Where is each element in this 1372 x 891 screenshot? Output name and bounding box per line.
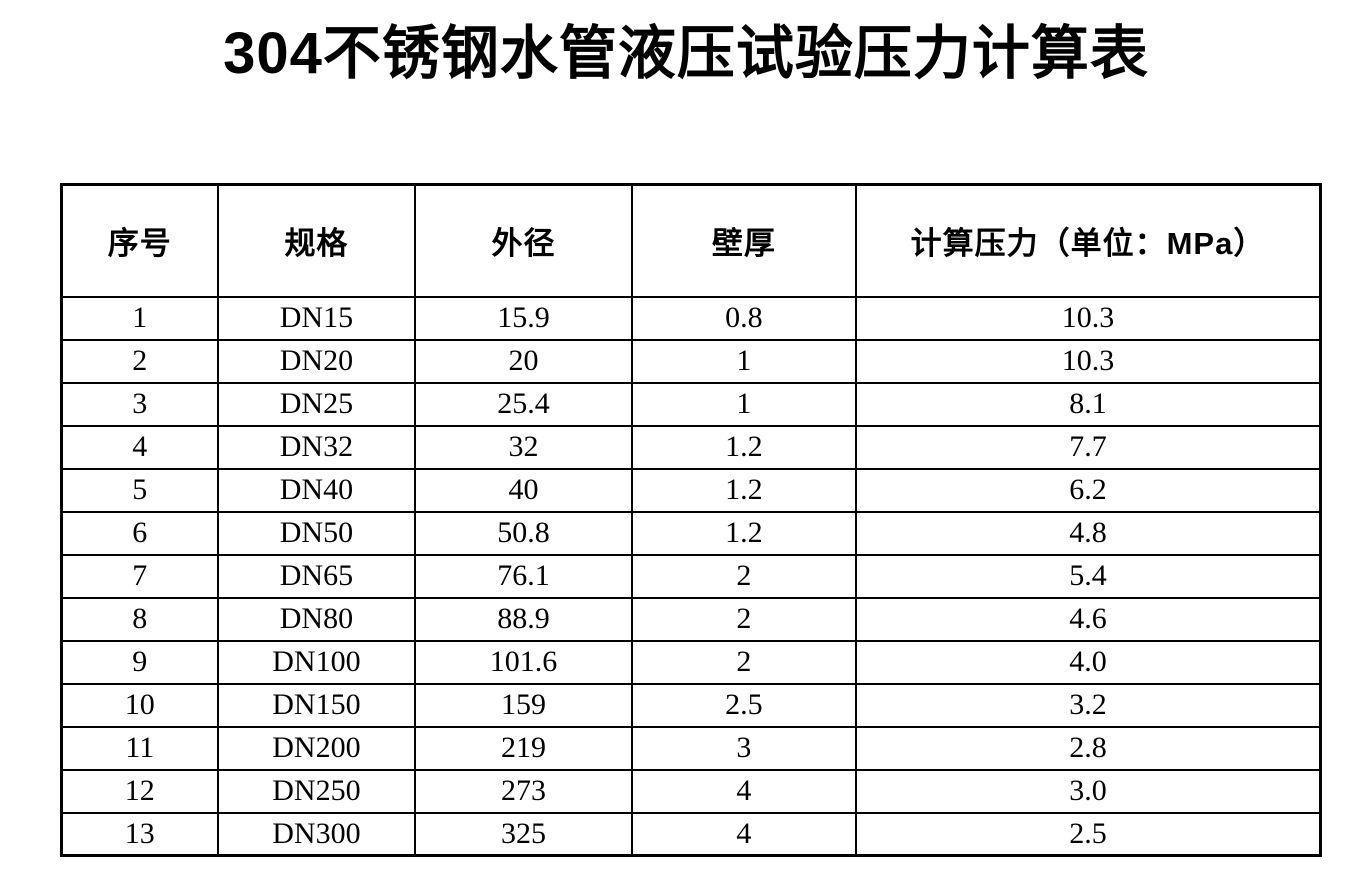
table-cell: DN80: [216, 596, 417, 642]
table-cell: DN65: [216, 553, 417, 599]
table-row: 7 DN65 76.1 2 5.4: [60, 553, 1322, 599]
table-cell: 15.9: [414, 295, 633, 341]
table-row: 11 DN200 219 3 2.8: [60, 725, 1322, 771]
table-cell: 159: [414, 682, 633, 728]
table-cell: 11: [60, 725, 219, 771]
table-cell: 3.2: [854, 682, 1322, 728]
table-cell: 25.4: [414, 381, 633, 427]
table-cell: 12: [60, 768, 219, 814]
column-header-0: 序号: [60, 183, 219, 298]
table-cell: 4.0: [854, 639, 1322, 685]
table-cell: 1.2: [630, 510, 857, 556]
table-row: 9 DN100 101.6 2 4.0: [60, 639, 1322, 685]
table-cell: 7.7: [854, 424, 1322, 470]
table-cell: DN100: [216, 639, 417, 685]
table-cell: 10.3: [854, 295, 1322, 341]
table-cell: 2: [60, 338, 219, 384]
column-header-3: 壁厚: [630, 183, 857, 298]
table-cell: 76.1: [414, 553, 633, 599]
table-cell: 2.5: [854, 811, 1322, 857]
table-cell: 101.6: [414, 639, 633, 685]
table-row: 12 DN250 273 4 3.0: [60, 768, 1322, 814]
table-cell: 9: [60, 639, 219, 685]
table-cell: DN300: [216, 811, 417, 857]
column-header-1: 规格: [216, 183, 417, 298]
table-cell: 1: [630, 381, 857, 427]
table-cell: DN250: [216, 768, 417, 814]
table-cell: 1: [630, 338, 857, 384]
table-cell: DN150: [216, 682, 417, 728]
table-cell: 2.5: [630, 682, 857, 728]
table-cell: 1.2: [630, 467, 857, 513]
table-row: 6 DN50 50.8 1.2 4.8: [60, 510, 1322, 556]
table-body: 1 DN15 15.9 0.8 10.3 2 DN20 20 1 10.3 3 DN25 25.4 1 8.…: [60, 295, 1322, 857]
table-cell: 4.8: [854, 510, 1322, 556]
table-row: 13 DN300 325 4 2.5: [60, 811, 1322, 857]
table-cell: 7: [60, 553, 219, 599]
table-cell: 13: [60, 811, 219, 857]
table-row: 10 DN150 159 2.5 3.2: [60, 682, 1322, 728]
table-cell: DN200: [216, 725, 417, 771]
table-cell: 2.8: [854, 725, 1322, 771]
table-cell: 4: [630, 768, 857, 814]
page-title: 304不锈钢水管液压试验压力计算表: [223, 21, 1149, 86]
table-row: 4 DN32 32 1.2 7.7: [60, 424, 1322, 470]
table-cell: 20: [414, 338, 633, 384]
table-cell: DN40: [216, 467, 417, 513]
table-cell: 10.3: [854, 338, 1322, 384]
table-cell: 8: [60, 596, 219, 642]
table-cell: 4: [60, 424, 219, 470]
table-cell: DN20: [216, 338, 417, 384]
header-row: 序号 规格 外径 壁厚 计算压力（单位：MPa）: [60, 183, 1322, 298]
table-cell: 1: [60, 295, 219, 341]
table-cell: 88.9: [414, 596, 633, 642]
table-cell: 10: [60, 682, 219, 728]
table-row: 8 DN80 88.9 2 4.6: [60, 596, 1322, 642]
table-cell: 4: [630, 811, 857, 857]
table-cell: 5.4: [854, 553, 1322, 599]
table-cell: 1.2: [630, 424, 857, 470]
table-cell: DN15: [216, 295, 417, 341]
column-header-4: 计算压力（单位：MPa）: [854, 183, 1322, 298]
table-cell: 3: [60, 381, 219, 427]
table-cell: DN32: [216, 424, 417, 470]
pressure-table: 序号 规格 外径 壁厚 计算压力（单位：MPa） 1 DN15 15.9 0.8 10.3 2 DN…: [60, 183, 1322, 857]
table-row: 1 DN15 15.9 0.8 10.3: [60, 295, 1322, 341]
table-cell: 219: [414, 725, 633, 771]
table-cell: 50.8: [414, 510, 633, 556]
table-cell: 2: [630, 596, 857, 642]
table-cell: 5: [60, 467, 219, 513]
table-cell: 273: [414, 768, 633, 814]
table-cell: 32: [414, 424, 633, 470]
table-row: 5 DN40 40 1.2 6.2: [60, 467, 1322, 513]
table-cell: 0.8: [630, 295, 857, 341]
table-cell: 40: [414, 467, 633, 513]
column-header-2: 外径: [414, 183, 633, 298]
table-cell: 4.6: [854, 596, 1322, 642]
table-cell: 8.1: [854, 381, 1322, 427]
table-cell: DN25: [216, 381, 417, 427]
table-cell: 6.2: [854, 467, 1322, 513]
table-cell: 2: [630, 553, 857, 599]
table-cell: 3.0: [854, 768, 1322, 814]
table-cell: DN50: [216, 510, 417, 556]
table-cell: 3: [630, 725, 857, 771]
table-row: 2 DN20 20 1 10.3: [60, 338, 1322, 384]
table-cell: 2: [630, 639, 857, 685]
table-cell: 325: [414, 811, 633, 857]
table-cell: 6: [60, 510, 219, 556]
table-row: 3 DN25 25.4 1 8.1: [60, 381, 1322, 427]
